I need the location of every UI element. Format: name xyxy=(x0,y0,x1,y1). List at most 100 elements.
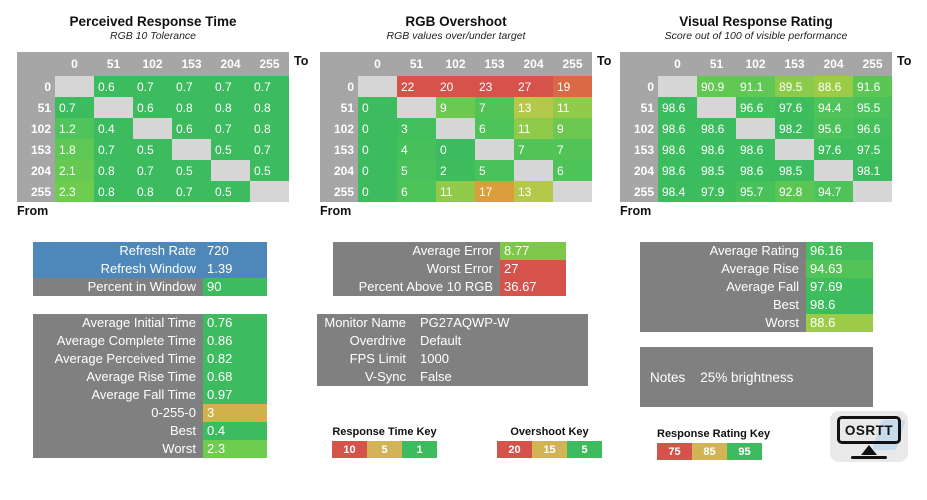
heatmap-col-header: 204 xyxy=(211,52,250,76)
panel-row: Average Rise Time 0.68 xyxy=(33,368,267,386)
heatmap-cell: 9 xyxy=(553,118,592,139)
heatmap-row-header: 51 xyxy=(620,97,658,118)
panel-row-label: Worst xyxy=(640,314,806,332)
panel-row-value: 36.67 xyxy=(500,278,566,296)
heatmap-col-header: 0 xyxy=(55,52,94,76)
matrix-rgb-overshoot: RGB Overshoot RGB values over/under targ… xyxy=(320,14,611,218)
monitor-stand-icon xyxy=(861,445,877,455)
heatmap-cell: 0.7 xyxy=(211,118,250,139)
panel-row: Percent in Window 90 xyxy=(33,278,267,296)
heatmap-cell: 90.9 xyxy=(697,76,736,97)
heatmap-cell: 0.7 xyxy=(133,76,172,97)
panel-row-label: Average Fall Time xyxy=(33,386,203,404)
panel-row-label: Worst xyxy=(33,440,203,458)
heatmap-grid: 0 51 102 153 204 255 0 0.6 0.7 0.7 0.7 0.7 51 0.7 0.6 0… xyxy=(17,52,289,202)
heatmap-cell: 27 xyxy=(514,76,553,97)
matrix-subtitle: RGB 10 Tolerance xyxy=(110,30,196,42)
heatmap-cell: 0.7 xyxy=(94,139,133,160)
heatmap-cell: 17 xyxy=(475,181,514,202)
heatmap-cell: 96.6 xyxy=(853,118,892,139)
matrix-subtitle: RGB values over/under target xyxy=(386,30,526,42)
heatmap-cell: 97.6 xyxy=(775,97,814,118)
panel-row: Average Perceived Time 0.82 xyxy=(33,350,267,368)
heatmap-cell: 98.6 xyxy=(658,160,697,181)
heatmap-cell: 11 xyxy=(514,118,553,139)
heatmap-cell: 7 xyxy=(553,139,592,160)
heatmap-cell: 97.6 xyxy=(814,139,853,160)
heatmap-cell: 6 xyxy=(553,160,592,181)
panel-row: Average Fall 97.69 xyxy=(640,278,873,296)
osrtt-logo: OSRTT xyxy=(830,411,908,462)
heatmap-cell: 0.5 xyxy=(211,181,250,202)
panel-row-label: Average Error xyxy=(333,242,500,260)
heatmap-cell: 0.7 xyxy=(133,160,172,181)
key-bar: 10 5 1 xyxy=(332,441,437,458)
heatmap-cell: 0.8 xyxy=(172,97,211,118)
panel-row: V-Sync False xyxy=(317,368,588,386)
panel-row-value: 1.39 xyxy=(203,260,267,278)
panel-row-label: Best xyxy=(640,296,806,314)
heatmap-cell: 0 xyxy=(358,118,397,139)
panel-row: 0-255-0 3 xyxy=(33,404,267,422)
panel-row-label: Average Perceived Time xyxy=(33,350,203,368)
panel-row: Overdrive Default xyxy=(317,332,588,350)
heatmap-cell xyxy=(697,97,736,118)
notes-label: Notes xyxy=(650,369,686,385)
heatmap-row-header: 102 xyxy=(620,118,658,139)
heatmap-cell xyxy=(94,97,133,118)
heatmap-row-header: 0 xyxy=(620,76,658,97)
refresh-stats-panel: Refresh Rate 720 Refresh Window 1.39 Percent… xyxy=(33,242,267,296)
heatmap-row-header: 255 xyxy=(620,181,658,202)
heatmap-cell: 2.3 xyxy=(55,181,94,202)
axis-label-from: From xyxy=(320,204,352,218)
panel-row-value: 0.86 xyxy=(203,332,267,350)
axis-label-to: To xyxy=(897,54,912,68)
key-bar: 75 85 95 xyxy=(657,443,762,460)
heatmap-col-header: 153 xyxy=(775,52,814,76)
heatmap-cell: 0.7 xyxy=(172,181,211,202)
panel-row-value: 98.6 xyxy=(806,296,873,314)
axis-label-from: From xyxy=(17,204,49,218)
key-title: Overshoot Key xyxy=(510,426,589,438)
panel-row-value: 96.16 xyxy=(806,242,873,260)
heatmap-cell: 89.5 xyxy=(775,76,814,97)
heatmap-grid: 0 51 102 153 204 255 0 22 20 23 27 19 51 0 9 7 13 11 102 0 3… xyxy=(320,52,592,202)
heatmap-cell xyxy=(736,118,775,139)
panel-row-value: 94.63 xyxy=(806,260,873,278)
matrix-subtitle: Score out of 100 of visible performance xyxy=(664,30,848,42)
heatmap-cell xyxy=(436,118,475,139)
panel-row-label: Average Complete Time xyxy=(33,332,203,350)
heatmap-row-header: 153 xyxy=(320,139,358,160)
heatmap-col-header: 51 xyxy=(397,52,436,76)
heatmap-cell: 1.2 xyxy=(55,118,94,139)
heatmap-cell: 0 xyxy=(358,181,397,202)
panel-row-value: 88.6 xyxy=(806,314,873,332)
heatmap-cell: 98.6 xyxy=(736,139,775,160)
notes-panel: Notes 25% brightness xyxy=(640,347,873,407)
heatmap-cell: 98.2 xyxy=(775,118,814,139)
heatmap-corner-cell xyxy=(620,52,658,76)
matrix-visual-response-rating: Visual Response Rating Score out of 100 … xyxy=(620,14,911,218)
heatmap-cell: 98.6 xyxy=(697,139,736,160)
heatmap-cell: 94.7 xyxy=(814,181,853,202)
heatmap-cell: 6 xyxy=(397,181,436,202)
panel-row-value: 1000 xyxy=(420,351,449,366)
heatmap-cell: 0.5 xyxy=(133,139,172,160)
rating-stats-panel: Average Rating 96.16 Average Rise 94.63 Aver… xyxy=(640,242,873,332)
response-time-key: Response Time Key 10 5 1 xyxy=(332,426,437,458)
panel-row-value: 27 xyxy=(500,260,566,278)
heatmap-cell xyxy=(853,181,892,202)
heatmap-cell: 0.8 xyxy=(211,97,250,118)
panel-row-value: PG27AQWP-W xyxy=(420,315,510,330)
heatmap-cell: 0.8 xyxy=(94,181,133,202)
heatmap-cell xyxy=(358,76,397,97)
heatmap-cell: 6 xyxy=(475,118,514,139)
heatmap-cell xyxy=(397,97,436,118)
panel-row-value: Default xyxy=(420,333,462,348)
heatmap-cell xyxy=(814,160,853,181)
heatmap-cell: 0.7 xyxy=(55,97,94,118)
heatmap-row-header: 153 xyxy=(620,139,658,160)
heatmap-cell: 98.1 xyxy=(853,160,892,181)
panel-row-label: Percent in Window xyxy=(33,278,203,296)
heatmap-corner-cell xyxy=(320,52,358,76)
